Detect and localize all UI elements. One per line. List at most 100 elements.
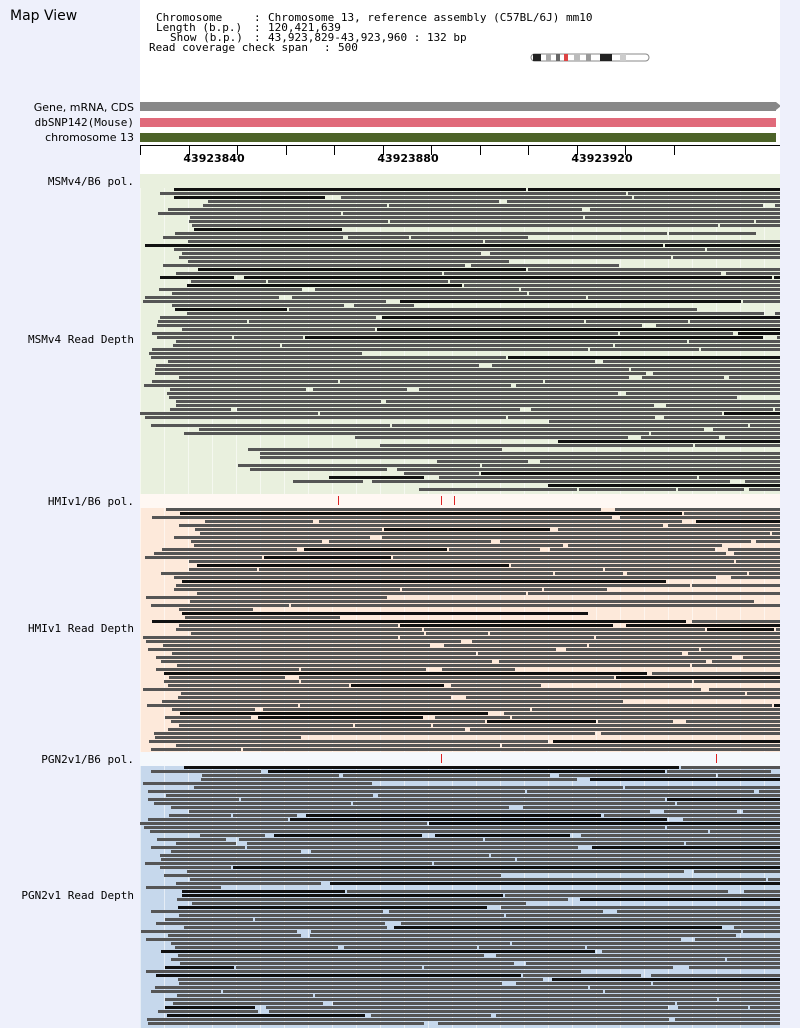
aligned-read[interactable] (310, 930, 742, 933)
aligned-read[interactable] (419, 388, 780, 391)
aligned-read[interactable] (304, 548, 447, 551)
aligned-read[interactable] (202, 774, 339, 777)
aligned-read[interactable] (153, 732, 596, 735)
aligned-read[interactable] (681, 766, 780, 769)
aligned-read[interactable] (155, 372, 647, 375)
aligned-read[interactable] (397, 468, 780, 471)
aligned-read[interactable] (619, 332, 734, 335)
aligned-read[interactable] (604, 568, 780, 571)
aligned-read[interactable] (496, 954, 780, 957)
aligned-read[interactable] (728, 548, 780, 551)
aligned-read[interactable] (424, 628, 705, 631)
aligned-read[interactable] (291, 296, 586, 299)
aligned-read[interactable] (388, 910, 603, 913)
aligned-read[interactable] (175, 946, 339, 949)
aligned-read[interactable] (141, 930, 297, 933)
aligned-read[interactable] (548, 484, 780, 487)
aligned-read[interactable] (194, 228, 343, 231)
aligned-read[interactable] (676, 1002, 780, 1005)
aligned-read[interactable] (165, 794, 374, 797)
aligned-read[interactable] (151, 356, 506, 359)
aligned-read[interactable] (174, 232, 667, 235)
aligned-read[interactable] (489, 252, 780, 255)
aligned-read[interactable] (259, 452, 780, 455)
aligned-read[interactable] (773, 276, 780, 279)
aligned-read[interactable] (207, 200, 500, 203)
aligned-read[interactable] (140, 412, 319, 415)
aligned-read[interactable] (711, 660, 780, 663)
aligned-read[interactable] (663, 810, 737, 813)
aligned-read[interactable] (738, 332, 780, 335)
aligned-read[interactable] (590, 986, 780, 989)
aligned-read[interactable] (146, 596, 388, 599)
aligned-read[interactable] (154, 552, 727, 555)
aligned-read[interactable] (176, 272, 442, 275)
aligned-read[interactable] (177, 898, 568, 901)
aligned-read[interactable] (707, 248, 780, 251)
aligned-read[interactable] (198, 428, 705, 431)
aligned-read[interactable] (157, 1010, 258, 1013)
aligned-read[interactable] (484, 838, 780, 841)
aligned-read[interactable] (527, 268, 780, 271)
aligned-read[interactable] (186, 870, 684, 873)
aligned-read[interactable] (724, 436, 780, 439)
aligned-read[interactable] (749, 572, 780, 575)
aligned-read[interactable] (511, 942, 780, 945)
aligned-read[interactable] (173, 536, 371, 539)
aligned-read[interactable] (181, 580, 667, 583)
aligned-read[interactable] (305, 814, 602, 817)
aligned-read[interactable] (742, 810, 780, 813)
aligned-read[interactable] (178, 608, 253, 611)
aligned-read[interactable] (178, 982, 502, 985)
aligned-read[interactable] (169, 396, 738, 399)
aligned-read[interactable] (263, 556, 391, 559)
aligned-read[interactable] (526, 790, 754, 793)
aligned-read[interactable] (311, 850, 780, 853)
aligned-read[interactable] (265, 1006, 668, 1009)
aligned-read[interactable] (470, 728, 780, 731)
aligned-read[interactable] (160, 950, 596, 953)
aligned-read[interactable] (665, 404, 780, 407)
aligned-read[interactable] (248, 448, 502, 451)
aligned-read[interactable] (400, 922, 780, 925)
aligned-read[interactable] (161, 572, 553, 575)
aligned-read[interactable] (154, 368, 629, 371)
aligned-read[interactable] (631, 368, 780, 371)
aligned-read[interactable] (523, 806, 780, 809)
aligned-read[interactable] (155, 986, 589, 989)
aligned-read[interactable] (355, 724, 431, 727)
aligned-read[interactable] (175, 842, 237, 845)
aligned-read[interactable] (733, 926, 780, 929)
aligned-read[interactable] (592, 846, 780, 849)
aligned-read[interactable] (550, 548, 715, 551)
aligned-read[interactable] (528, 592, 780, 595)
aligned-read[interactable] (180, 692, 746, 695)
aligned-read[interactable] (249, 320, 584, 323)
aligned-read[interactable] (626, 392, 780, 395)
aligned-read[interactable] (146, 970, 582, 973)
aligned-read[interactable] (596, 636, 780, 639)
snv-marker[interactable] (453, 496, 455, 505)
aligned-read[interactable] (372, 480, 730, 483)
aligned-read[interactable] (758, 790, 780, 793)
aligned-read[interactable] (625, 624, 780, 627)
aligned-read[interactable] (410, 236, 528, 239)
aligned-read[interactable] (615, 676, 780, 679)
aligned-read[interactable] (171, 850, 301, 853)
aligned-read[interactable] (182, 890, 346, 893)
aligned-read[interactable] (188, 260, 510, 263)
aligned-read[interactable] (177, 954, 484, 957)
aligned-read[interactable] (164, 874, 502, 877)
aligned-read[interactable] (620, 516, 780, 519)
aligned-read[interactable] (505, 914, 780, 917)
aligned-read[interactable] (193, 544, 564, 547)
aligned-read[interactable] (695, 938, 780, 941)
aligned-read[interactable] (426, 632, 488, 635)
aligned-read[interactable] (614, 508, 780, 511)
aligned-read[interactable] (568, 544, 722, 547)
aligned-read[interactable] (585, 320, 689, 323)
aligned-read[interactable] (238, 838, 483, 841)
aligned-read[interactable] (628, 192, 780, 195)
aligned-read[interactable] (448, 548, 541, 551)
aligned-read[interactable] (156, 922, 386, 925)
